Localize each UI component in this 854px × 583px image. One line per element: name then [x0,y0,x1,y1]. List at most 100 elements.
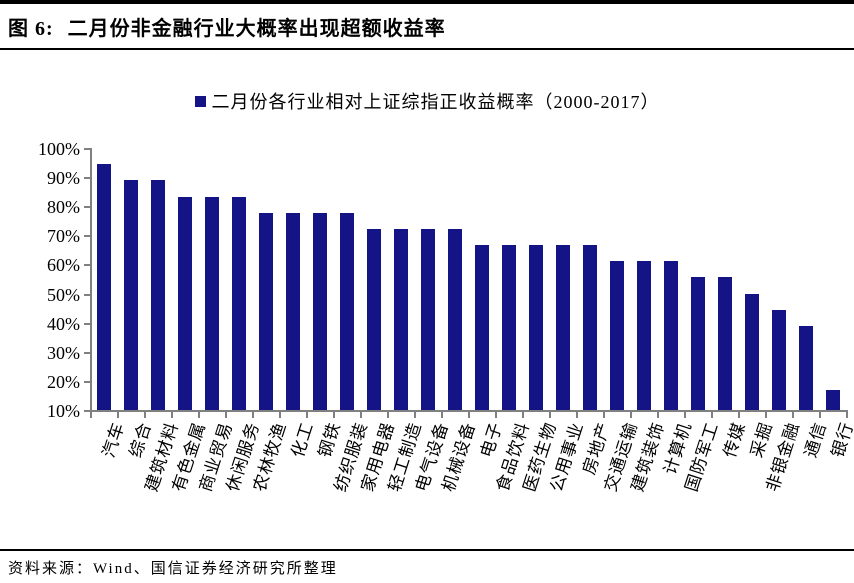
bar [825,390,840,410]
x-axis-tick [279,412,281,418]
x-axis-tick [765,412,767,418]
x-axis-tick [711,412,713,418]
x-axis-category-label: 银行 [827,419,854,460]
x-axis-tick [171,412,173,418]
figure-number: 图 6: [8,18,54,40]
y-axis-tick [84,264,90,267]
y-axis-tick [84,206,90,209]
y-axis-tick-label: 80% [47,197,80,218]
x-axis-tick [576,412,578,418]
x-axis-tick [657,412,659,418]
figure-title-text: 二月份非金融行业大概率出现超额收益率 [67,18,446,40]
bar [231,196,246,410]
bar [636,261,651,410]
x-axis-tick [846,412,848,418]
y-axis-tick-label: 40% [47,313,80,334]
bar [474,244,489,410]
y-axis-tick-label: 100% [38,139,80,159]
bar [609,261,624,410]
y-axis-tick-label: 90% [47,168,80,189]
y-axis-tick [84,380,90,383]
x-axis-tick [252,412,254,418]
bar [393,228,408,410]
bar [150,180,165,410]
x-axis-tick [306,412,308,418]
bar [798,325,813,410]
y-axis-tick [84,235,90,238]
bar [447,228,462,410]
y-axis-tick-label: 20% [47,371,80,392]
legend-square-marker-icon [194,95,206,107]
x-axis-tick [387,412,389,418]
bar [501,244,516,410]
y-axis-line [90,148,92,412]
bar [285,212,300,410]
x-axis-tick [819,412,821,418]
y-axis-tick [84,351,90,354]
x-axis-tick [522,412,524,418]
x-axis-category-label: 钢铁 [314,419,344,460]
bar [555,244,570,410]
y-axis-tick-label: 30% [47,342,80,363]
bar [312,212,327,410]
top-border-rule [0,0,854,4]
x-axis-tick [792,412,794,418]
x-axis-tick [630,412,632,418]
x-axis-tick [684,412,686,418]
bar [96,164,111,410]
x-axis-category-label: 电子 [476,419,506,460]
source-note: 资料来源：Wind、国信证券经济研究所整理 [8,561,338,577]
bar-chart: 10% 20% 30% 40% 50% 60% 70% 80% 90% 100% 汽车 综合 建筑材料有… [0,135,854,550]
bar [771,309,786,410]
x-axis-line [90,410,848,412]
y-axis-tick [84,410,90,412]
y-axis-tick [84,322,90,325]
bar [582,244,597,410]
bar [663,261,678,410]
x-axis-category-label: 综合 [125,419,155,460]
x-axis-tick [360,412,362,418]
bar [204,196,219,410]
footer-divider-rule [0,549,854,551]
y-axis-tick-label: 50% [47,284,80,305]
bar [528,244,543,410]
figure-title: 图 6: 二月份非金融行业大概率出现超额收益率 [8,12,848,41]
x-axis-tick [90,412,92,418]
x-axis-tick [144,412,146,418]
bar [123,180,138,410]
x-axis-tick [495,412,497,418]
x-axis-tick [549,412,551,418]
x-axis-tick [441,412,443,418]
x-axis-category-label: 通信 [800,419,830,460]
bar [258,212,273,410]
x-axis-tick [117,412,119,418]
x-axis-tick [333,412,335,418]
bar [717,277,732,410]
x-axis-tick [468,412,470,418]
y-axis-tick-label: 70% [47,226,80,247]
x-axis-category-label: 采掘 [746,419,776,460]
x-axis-category-label: 化工 [287,419,317,460]
y-axis-tick [84,177,90,180]
bar [690,277,705,410]
y-axis-tick [84,148,90,150]
y-axis-tick-label: 60% [47,255,80,276]
bar [366,228,381,410]
bar [339,212,354,410]
title-divider-rule [0,48,854,50]
chart-legend: 二月份各行业相对上证综指正收益概率（2000-2017） [0,88,854,114]
x-axis-tick [738,412,740,418]
x-axis-tick [198,412,200,418]
y-axis-tick [84,293,90,296]
x-axis-tick [603,412,605,418]
x-axis-category-label: 传媒 [719,419,749,460]
x-axis-tick [225,412,227,418]
x-axis-category-label: 汽车 [98,419,128,460]
legend-label: 二月份各行业相对上证综指正收益概率（2000-2017） [211,92,660,112]
bar [420,228,435,410]
bar [744,293,759,410]
x-axis-tick [414,412,416,418]
y-axis-tick-label: 10% [47,401,80,421]
bar [177,196,192,410]
